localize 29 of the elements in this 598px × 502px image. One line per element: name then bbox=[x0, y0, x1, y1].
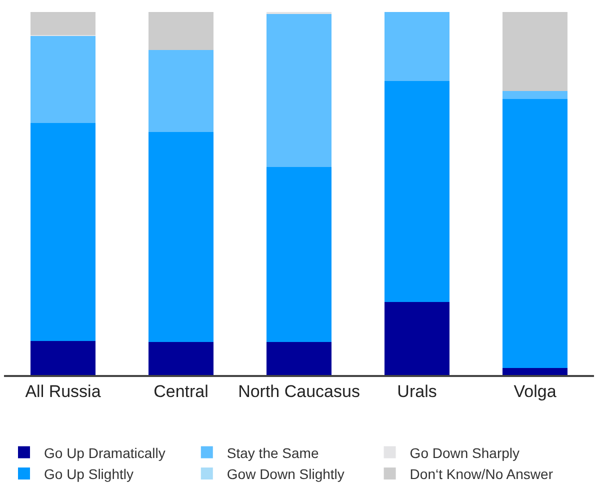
bar bbox=[266, 13, 332, 167]
bar bbox=[30, 340, 96, 375]
bar bbox=[30, 12, 96, 35]
bar bbox=[502, 91, 568, 100]
x-tick-label: Urals bbox=[397, 382, 437, 402]
bar bbox=[502, 368, 568, 375]
x-tick-label: All Russia bbox=[25, 382, 102, 402]
bar bbox=[266, 342, 332, 375]
legend-label: Go Up Slightly bbox=[44, 466, 134, 482]
x-tick-label: Central bbox=[154, 382, 208, 402]
legend-label: Go Up Dramatically bbox=[44, 444, 166, 461]
bar bbox=[384, 12, 450, 81]
bar bbox=[148, 132, 214, 342]
bar bbox=[384, 302, 450, 375]
bar bbox=[30, 36, 96, 124]
legend-label: Gow Down Slightly bbox=[226, 466, 344, 482]
legend-label: Don‘t Know/No Answer bbox=[410, 466, 554, 482]
bar bbox=[384, 80, 450, 302]
x-tick-label: North Caucasus bbox=[238, 382, 360, 402]
legend-label: Go Down Sharply bbox=[410, 444, 520, 461]
bar bbox=[266, 167, 332, 342]
bar bbox=[148, 342, 214, 375]
bar bbox=[148, 50, 214, 132]
bar bbox=[30, 123, 96, 341]
bar bbox=[502, 99, 568, 368]
x-tick-label: Volga bbox=[514, 382, 557, 402]
legend-label: Stay the Same bbox=[226, 444, 319, 461]
bar bbox=[148, 12, 214, 50]
bar bbox=[502, 12, 568, 92]
